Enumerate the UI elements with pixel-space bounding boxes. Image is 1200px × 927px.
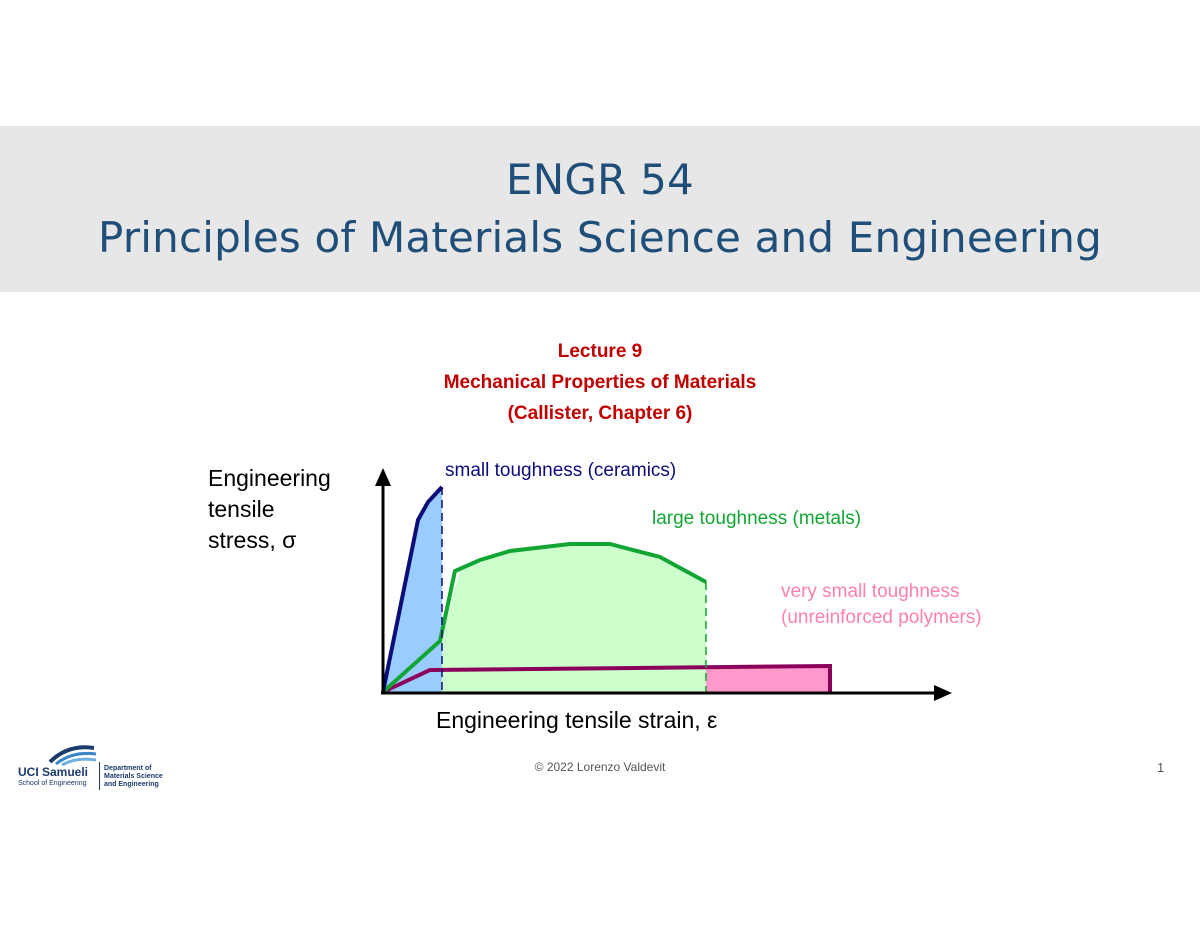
course-title: Principles of Materials Science and Engi…: [98, 213, 1102, 262]
x-axis-arrow: [934, 685, 952, 701]
logo-dept-line: Department of: [104, 765, 152, 772]
y-axis-label-3: stress, σ: [208, 527, 296, 553]
lecture-topic: Mechanical Properties of Materials: [443, 372, 757, 393]
x-axis-label: Engineering tensile strain, ε: [436, 707, 717, 733]
logo-department: Department of Materials Science and Engi…: [104, 765, 184, 789]
polymer-label-1: very small toughness: [781, 581, 959, 602]
course-code: ENGR 54: [506, 155, 694, 204]
logo-dept-line: Materials Science: [104, 773, 163, 780]
polymer-label-2: (unreinforced polymers): [781, 607, 982, 628]
y-axis-label-2: tensile: [208, 496, 274, 522]
ceramic-area: [383, 487, 442, 692]
logo-org: UCI Samueli: [18, 765, 89, 779]
page-number: 1: [1157, 760, 1165, 775]
ceramic-curve: [381, 485, 444, 693]
uci-samueli-logo: UCI Samueli School of Engineering Depart…: [18, 742, 178, 792]
metal-label: large toughness (metals): [652, 508, 861, 529]
logo-mark-icon: [48, 745, 97, 766]
title-band: [0, 126, 1200, 292]
y-axis-arrow: [375, 468, 391, 486]
metal-area: [383, 544, 706, 692]
logo-school: School of Engineering: [18, 780, 87, 787]
logo-divider: [99, 762, 100, 790]
lecture-reference: (Callister, Chapter 6): [507, 403, 693, 424]
logo-dept-line: and Engineering: [104, 781, 159, 788]
copyright: © 2022 Lorenzo Valdevit: [534, 760, 666, 774]
lecture-number: Lecture 9: [557, 341, 643, 362]
metal-curve: [381, 542, 707, 694]
y-axis-label-1: Engineering: [208, 465, 331, 491]
ceramic-label: small toughness (ceramics): [445, 460, 676, 481]
